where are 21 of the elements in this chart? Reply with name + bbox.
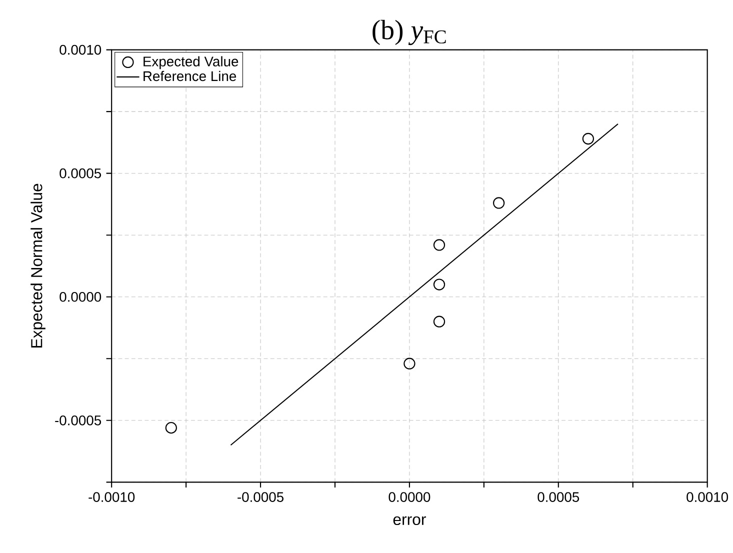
- y-tick-label: 0.0010: [60, 44, 102, 55]
- x-tick-label: -0.0005: [238, 492, 284, 502]
- point: [433, 278, 446, 290]
- chart-title: (b) y$_{FC}$: [372, 20, 446, 46]
- point: [493, 197, 505, 209]
- point: [433, 316, 446, 328]
- legend-label: Reference Line: [144, 70, 236, 82]
- point: [582, 132, 594, 145]
- x-tick-label: 0.0005: [538, 492, 580, 502]
- x-axis-title: error: [393, 516, 426, 526]
- x-tick-label: 0.0010: [686, 492, 728, 502]
- point: [165, 422, 177, 434]
- x-tick-label: 0.0000: [388, 492, 430, 502]
- legend-label: Expected Value: [144, 56, 238, 70]
- y-axis-title: Expected Normal Value: [30, 184, 46, 348]
- y-tick-label: 0.0005: [60, 168, 102, 178]
- y-tick-label: -0.0005: [55, 416, 102, 426]
- point: [404, 358, 416, 370]
- y-tick-label: 0.0000: [60, 292, 102, 302]
- x-tick-label: -0.0010: [88, 492, 135, 502]
- point: [433, 239, 446, 251]
